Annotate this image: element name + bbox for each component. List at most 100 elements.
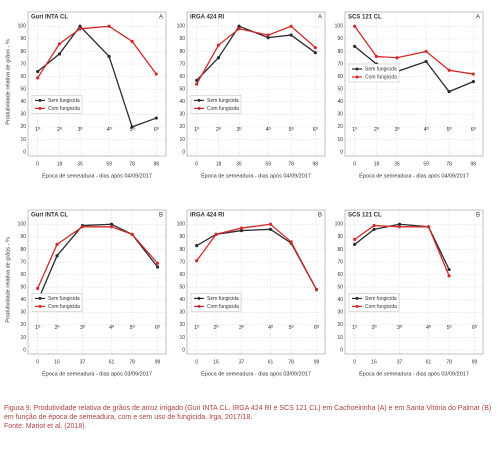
y-tick-label: 90: [179, 36, 185, 42]
y-tick-label: 80: [179, 247, 185, 253]
data-point: [289, 240, 293, 244]
annotation: 1º: [35, 126, 40, 133]
legend-label: Com fungicida: [365, 304, 397, 310]
data-point: [289, 24, 293, 28]
panel-letter: A: [476, 15, 480, 21]
source: Fonte: Mariot et al. (2018).: [4, 423, 87, 430]
data-point: [155, 265, 160, 269]
annotation: 2º: [216, 126, 221, 133]
legend-label: Sem fungicida: [48, 296, 80, 302]
y-tick-label: 40: [179, 297, 185, 303]
y-tick-label: 30: [337, 310, 343, 316]
y-tick-label: 0: [182, 347, 185, 353]
data-point: [216, 56, 221, 60]
x-tick-label: 78: [446, 161, 452, 167]
y-tick-label: 20: [337, 124, 343, 130]
legend-marker: [38, 106, 42, 110]
legend-marker: [355, 75, 359, 79]
data-point: [130, 232, 134, 236]
panel-letter: B: [159, 213, 163, 219]
y-tick-label: 10: [20, 335, 26, 341]
data-point: [268, 222, 273, 226]
y-tick-label: 50: [20, 284, 26, 290]
annotation: 4º: [424, 126, 429, 133]
annotation: 6º: [471, 126, 476, 133]
annotation: 4º: [426, 324, 431, 331]
y-axis-label: Produtividade relativa de grãos - %: [5, 39, 11, 125]
data-point: [353, 237, 357, 241]
y-tick-label: 10: [20, 137, 26, 143]
y-tick-label: 70: [20, 259, 26, 265]
series-line: [37, 226, 159, 289]
annotation: 2º: [372, 324, 377, 331]
x-tick-label: 59: [265, 161, 271, 167]
x-axis-label: Época de semeadura - dias após 04/09/201…: [201, 172, 311, 179]
annotation: 6º: [313, 126, 318, 133]
data-point: [109, 225, 114, 229]
legend-label: Sem fungicida: [365, 66, 397, 72]
x-tick-label: 0: [353, 359, 356, 365]
data-point: [268, 227, 273, 231]
annotation: 3º: [397, 324, 402, 331]
y-tick-label: 30: [20, 310, 26, 316]
data-point: [214, 232, 218, 236]
y-tick-label: 90: [20, 234, 26, 240]
y-tick-label: 30: [337, 112, 343, 118]
caption-block: Figura 9. Produtividade relativa de grão…: [4, 404, 494, 431]
x-tick-label: 16: [54, 359, 60, 365]
y-tick-label: 90: [337, 234, 343, 240]
data-point: [471, 72, 475, 76]
data-point: [109, 222, 114, 226]
x-tick-label: 98: [313, 161, 319, 167]
chart-title: IRGA 424 RI: [190, 213, 224, 219]
chart-title: Guri INTA CL: [31, 213, 68, 219]
data-point: [447, 274, 451, 278]
data-point: [55, 242, 59, 246]
legend-label: Com fungicida: [207, 304, 239, 310]
annotation: 3º: [80, 324, 85, 331]
legend-marker: [38, 296, 42, 300]
annotation: 3º: [395, 126, 400, 133]
x-tick-label: 0: [36, 161, 39, 167]
annotation: 5º: [130, 126, 135, 133]
y-tick-label: 60: [337, 74, 343, 80]
annotation: 3º: [237, 126, 242, 133]
x-axis-label: Época de semeadura - dias após 03/09/201…: [42, 370, 152, 377]
legend-marker: [355, 304, 359, 308]
plot-area: [186, 11, 326, 157]
series-line: [354, 45, 474, 93]
y-tick-label: 70: [179, 259, 185, 265]
data-point: [155, 261, 160, 265]
data-point: [395, 56, 399, 60]
data-point: [314, 288, 319, 292]
data-point: [239, 228, 244, 233]
y-tick-label: 70: [20, 61, 26, 67]
annotation: 4º: [268, 324, 273, 331]
data-point: [313, 46, 317, 50]
legend-marker: [38, 98, 42, 102]
y-tick-label: 20: [20, 124, 26, 130]
annotation: 1º: [194, 126, 199, 133]
x-tick-label: 18: [374, 161, 380, 167]
data-point: [57, 52, 62, 56]
annotation: 6º: [472, 324, 477, 331]
legend-marker: [355, 296, 359, 300]
annotation: 4º: [109, 324, 114, 331]
y-tick-label: 40: [337, 99, 343, 105]
y-tick-label: 80: [20, 247, 26, 253]
y-tick-label: 20: [179, 322, 185, 328]
annotation: 1º: [352, 126, 357, 133]
annotation: 2º: [214, 324, 219, 331]
y-tick-label: 0: [23, 347, 26, 353]
y-tick-label: 60: [20, 272, 26, 278]
y-tick-label: 20: [20, 322, 26, 328]
data-point: [289, 33, 293, 37]
data-point: [239, 226, 244, 230]
x-tick-label: 35: [236, 161, 242, 167]
chart-title: Guri INTA CL: [31, 15, 68, 21]
plot-area: [344, 11, 484, 157]
y-tick-label: 50: [20, 86, 26, 92]
data-point: [471, 80, 475, 84]
y-tick-label: 30: [179, 310, 185, 316]
